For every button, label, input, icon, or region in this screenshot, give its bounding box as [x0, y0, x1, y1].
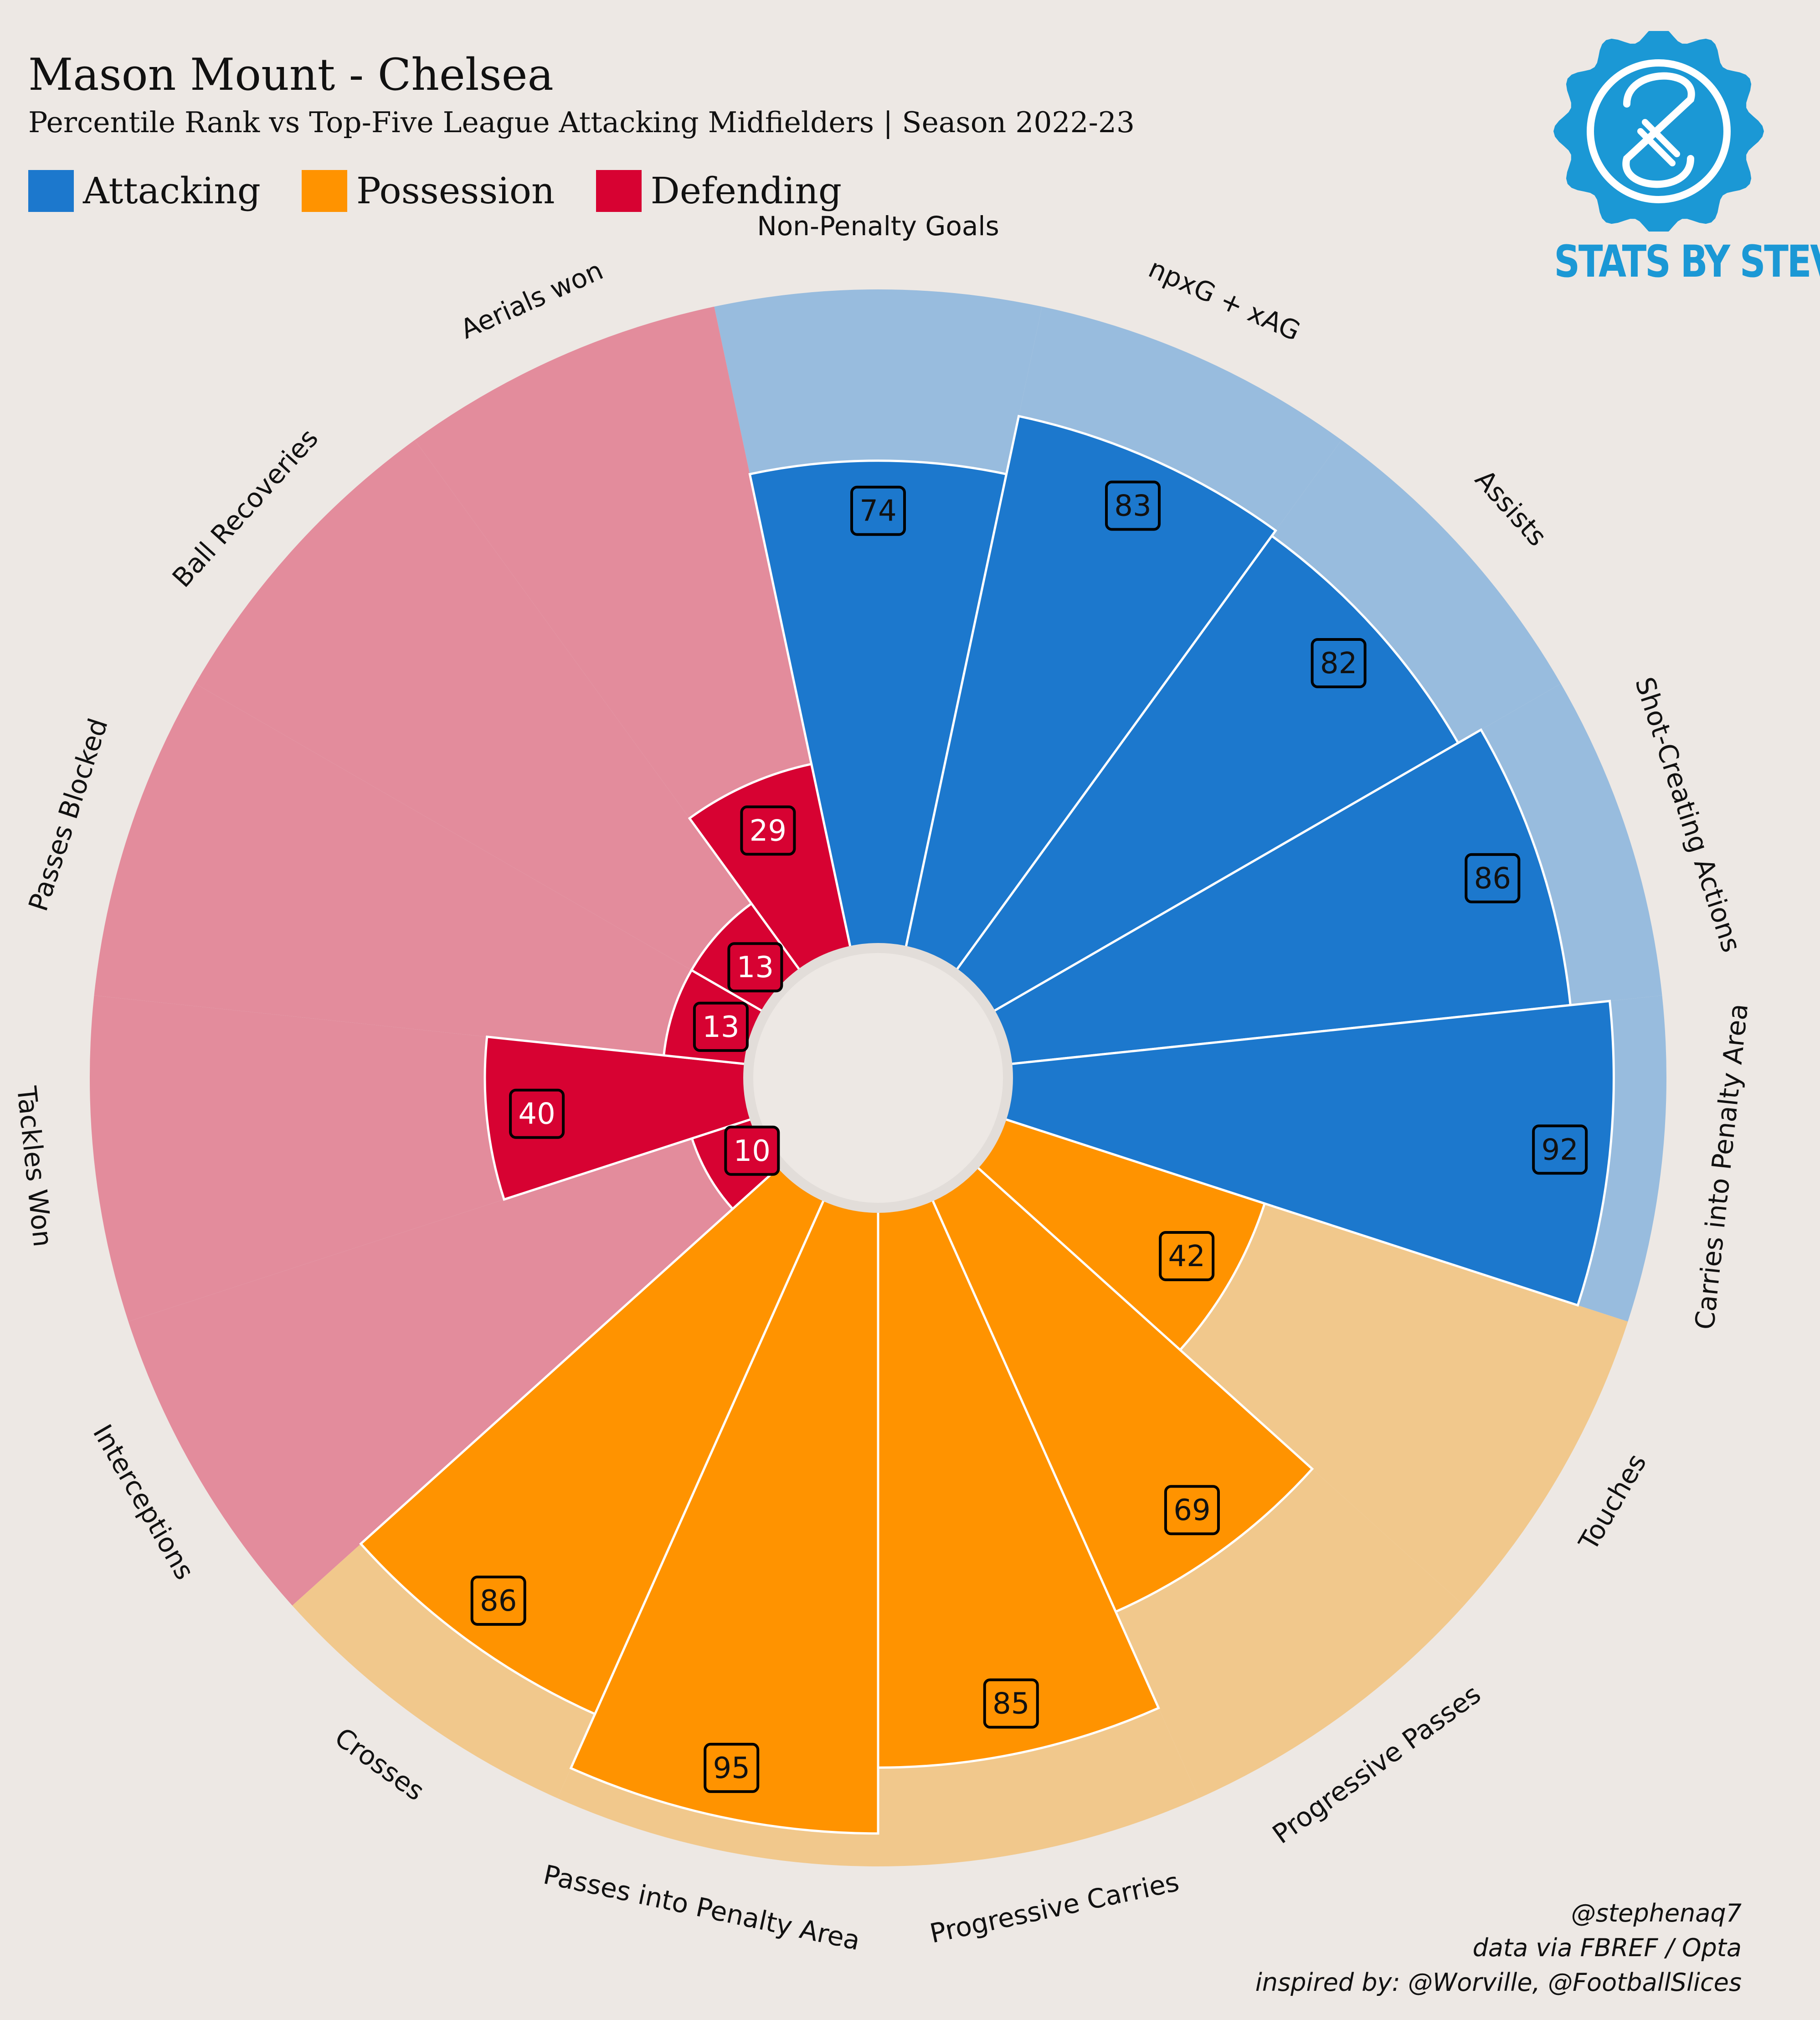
- background-slice-interceptions: [128, 1118, 782, 1606]
- category-label-carries-into-penalty-area: Carries into Penalty Area: [1689, 1002, 1754, 1331]
- value-label-box: [470, 1575, 526, 1626]
- stats-by-steve-badge-icon: [1553, 26, 1764, 237]
- value-label-text: 29: [750, 814, 787, 848]
- value-label-text: 13: [737, 951, 774, 984]
- value-label-aerials-won: 29: [740, 805, 796, 856]
- category-label-passes-blocked: Passes Blocked: [22, 715, 114, 915]
- value-label-crosses: 86: [470, 1575, 526, 1626]
- value-label-text: 82: [1320, 647, 1357, 680]
- category-label-non-penalty-goals: Non-Penalty Goals: [757, 211, 999, 242]
- value-labels: 74 83 82 86 92 42 69 85 95 86 10 40 13 13 29: [470, 480, 1588, 1793]
- legend-label: Attacking: [83, 170, 261, 212]
- value-label-box: [850, 485, 906, 536]
- value-label-text: 42: [1168, 1240, 1205, 1273]
- legend: Attacking Possession Defending: [28, 170, 883, 212]
- value-label-text: 10: [734, 1134, 771, 1168]
- value-label-box: [727, 942, 783, 993]
- chart-subtitle: Percentile Rank vs Top-Five League Attac…: [28, 106, 1135, 139]
- value-label-text: 86: [480, 1584, 517, 1618]
- value-label-shot-creating-actions: 86: [1465, 853, 1521, 903]
- logo-text: STATS BY STEVE: [1554, 236, 1820, 287]
- value-label-tackles-won: 40: [509, 1088, 565, 1139]
- category-label-tackles-won: Tackles Won: [11, 1084, 59, 1248]
- category-label-touches: Touches: [1573, 1448, 1653, 1556]
- legend-item-possession: Possession: [301, 170, 555, 212]
- category-label-passes-into-penalty-area: Passes into Penalty Area: [541, 1859, 863, 1957]
- value-label-passes-blocked: 13: [693, 1001, 749, 1052]
- value-label-ball-recoveries: 13: [727, 942, 783, 993]
- badge-ring: [1587, 59, 1731, 203]
- value-label-touches: 42: [1159, 1231, 1215, 1281]
- value-label-text: 13: [702, 1010, 739, 1044]
- value-label-box: [693, 1001, 749, 1052]
- credit-inspiration: inspired by: @Worville, @FootballSlices: [1255, 1968, 1742, 1997]
- value-label-box: [1311, 638, 1367, 689]
- value-label-box: [1532, 1124, 1588, 1175]
- value-label-text: 69: [1173, 1494, 1210, 1527]
- value-label-passes-into-penalty-area: 95: [704, 1742, 760, 1793]
- credits: @stephenaq7 data via FBREF / Opta inspir…: [1013, 1896, 1742, 2000]
- value-label-box: [1105, 480, 1161, 531]
- value-label-box: [983, 1678, 1039, 1729]
- value-label-box: [724, 1125, 780, 1176]
- badge-stripes: [1637, 119, 1680, 166]
- badge-s-mark: [1622, 72, 1695, 188]
- value-label-box: [1465, 853, 1521, 903]
- legend-swatch: [28, 170, 74, 212]
- credit-source: data via FBREF / Opta: [1472, 1933, 1742, 1962]
- value-label-text: 74: [859, 495, 896, 528]
- value-label-assists: 82: [1311, 638, 1367, 689]
- stats-by-steve-logo: STATS BY STEVE: [1531, 26, 1820, 304]
- category-label-assists: Assists: [1469, 464, 1553, 552]
- value-label-progressive-passes: 69: [1164, 1485, 1220, 1536]
- value-label-text: 85: [992, 1687, 1029, 1721]
- value-label-box: [509, 1088, 565, 1139]
- value-label-interceptions: 10: [724, 1125, 780, 1176]
- value-label-text: 83: [1114, 489, 1151, 523]
- value-label-box: [1159, 1231, 1215, 1281]
- category-label-aerials-won: Aerials won: [456, 255, 607, 345]
- credit-author: @stephenaq7: [1571, 1899, 1742, 1927]
- legend-swatch: [301, 170, 347, 212]
- value-label-text: 95: [713, 1752, 750, 1785]
- background-slice-passes-blocked: [94, 684, 766, 1065]
- value-label-npxg-xag: 83: [1105, 480, 1161, 531]
- chart-title: Mason Mount - Chelsea: [28, 49, 554, 100]
- value-label-text: 92: [1541, 1133, 1578, 1167]
- value-label-non-penalty-goals: 74: [850, 485, 906, 536]
- legend-label: Defending: [650, 170, 842, 212]
- category-label-npxg-xag: npxG + xAG: [1144, 252, 1305, 347]
- legend-swatch: [596, 170, 642, 212]
- legend-item-attacking: Attacking: [28, 170, 261, 212]
- legend-item-defending: Defending: [596, 170, 842, 212]
- value-label-box: [1164, 1485, 1220, 1536]
- category-label-crosses: Crosses: [329, 1721, 430, 1807]
- value-label-text: 40: [518, 1098, 555, 1131]
- legend-label: Possession: [356, 170, 555, 212]
- value-label-progressive-carries: 85: [983, 1678, 1039, 1729]
- value-bars: [359, 415, 1615, 1835]
- center-hole: [743, 943, 1013, 1213]
- value-label-carries-into-penalty-area: 92: [1532, 1124, 1588, 1175]
- background-slice-ball-recoveries: [195, 440, 802, 1013]
- value-label-box: [740, 805, 796, 856]
- value-label-text: 86: [1474, 862, 1511, 896]
- value-label-box: [704, 1742, 760, 1793]
